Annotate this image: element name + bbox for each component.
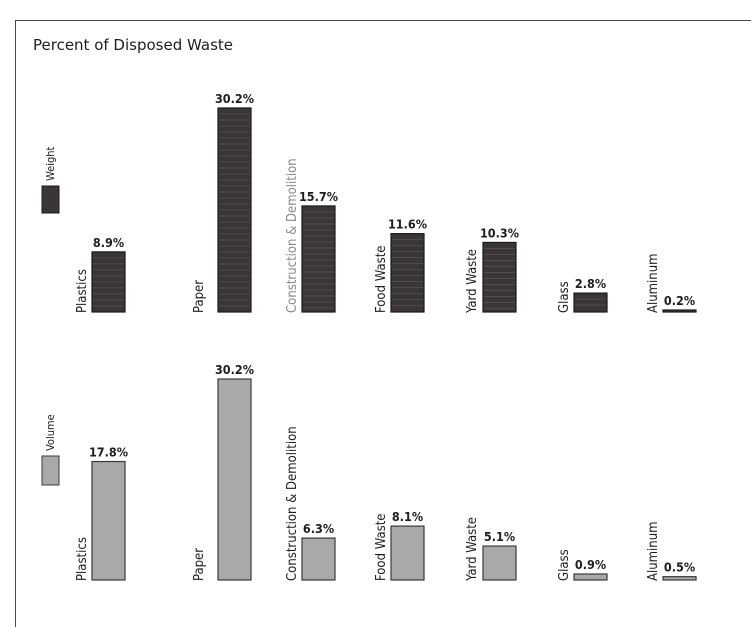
category-label-weight-yard-waste: Yard Waste [465, 249, 480, 314]
bar-volume-aluminum [662, 576, 697, 581]
category-label-weight-aluminum: Aluminum [646, 253, 661, 313]
bar-volume-food-waste [390, 525, 425, 581]
legend-label-weight: Weight [44, 146, 57, 181]
data-label-volume-construction-demolition: 6.3% [303, 521, 334, 536]
bar-volume-construction-demolition [301, 537, 336, 581]
data-label-weight-glass: 2.8% [575, 276, 606, 291]
data-label-volume-food-waste: 8.1% [392, 509, 423, 524]
legend-swatch-weight [41, 185, 60, 214]
bar-weight-yard-waste [482, 241, 517, 313]
category-label-volume-yard-waste: Yard Waste [465, 517, 480, 582]
category-label-volume-aluminum: Aluminum [646, 521, 661, 581]
data-label-volume-paper: 30.2% [215, 362, 254, 377]
category-label-weight-plastics: Plastics [75, 269, 90, 313]
category-label-volume-paper: Paper [192, 548, 207, 581]
data-label-volume-aluminum: 0.5% [664, 560, 695, 575]
data-label-volume-glass: 0.9% [575, 557, 606, 572]
data-label-volume-yard-waste: 5.1% [484, 529, 515, 544]
data-label-weight-construction-demolition: 15.7% [299, 189, 338, 204]
legend-label-volume: Volume [44, 414, 57, 451]
category-label-volume-food-waste: Food Waste [374, 514, 389, 582]
legend-swatch-volume [41, 455, 60, 486]
data-label-weight-food-waste: 11.6% [388, 217, 427, 232]
data-label-weight-paper: 30.2% [215, 91, 254, 106]
category-label-volume-plastics: Plastics [75, 537, 90, 581]
category-label-weight-food-waste: Food Waste [374, 246, 389, 314]
category-label-weight-glass: Glass [557, 281, 572, 313]
bar-volume-plastics [91, 460, 126, 581]
category-label-volume-construction-demolition: Construction & Demolition [285, 426, 300, 581]
bar-weight-glass [573, 292, 608, 313]
bar-weight-aluminum [662, 309, 697, 313]
bar-volume-glass [573, 573, 608, 581]
bar-weight-food-waste [390, 233, 425, 313]
data-label-weight-yard-waste: 10.3% [480, 225, 519, 240]
bar-volume-yard-waste [482, 545, 517, 581]
data-label-weight-aluminum: 0.2% [664, 293, 695, 308]
chart-title: Percent of Disposed Waste [33, 36, 233, 54]
data-label-weight-plastics: 8.9% [93, 235, 124, 250]
category-label-weight-paper: Paper [192, 280, 207, 313]
category-label-weight-construction-demolition: Construction & Demolition [285, 158, 300, 313]
category-label-volume-glass: Glass [557, 549, 572, 581]
bar-volume-paper [217, 378, 252, 581]
chart-frame [15, 20, 751, 627]
data-label-volume-plastics: 17.8% [89, 445, 128, 460]
